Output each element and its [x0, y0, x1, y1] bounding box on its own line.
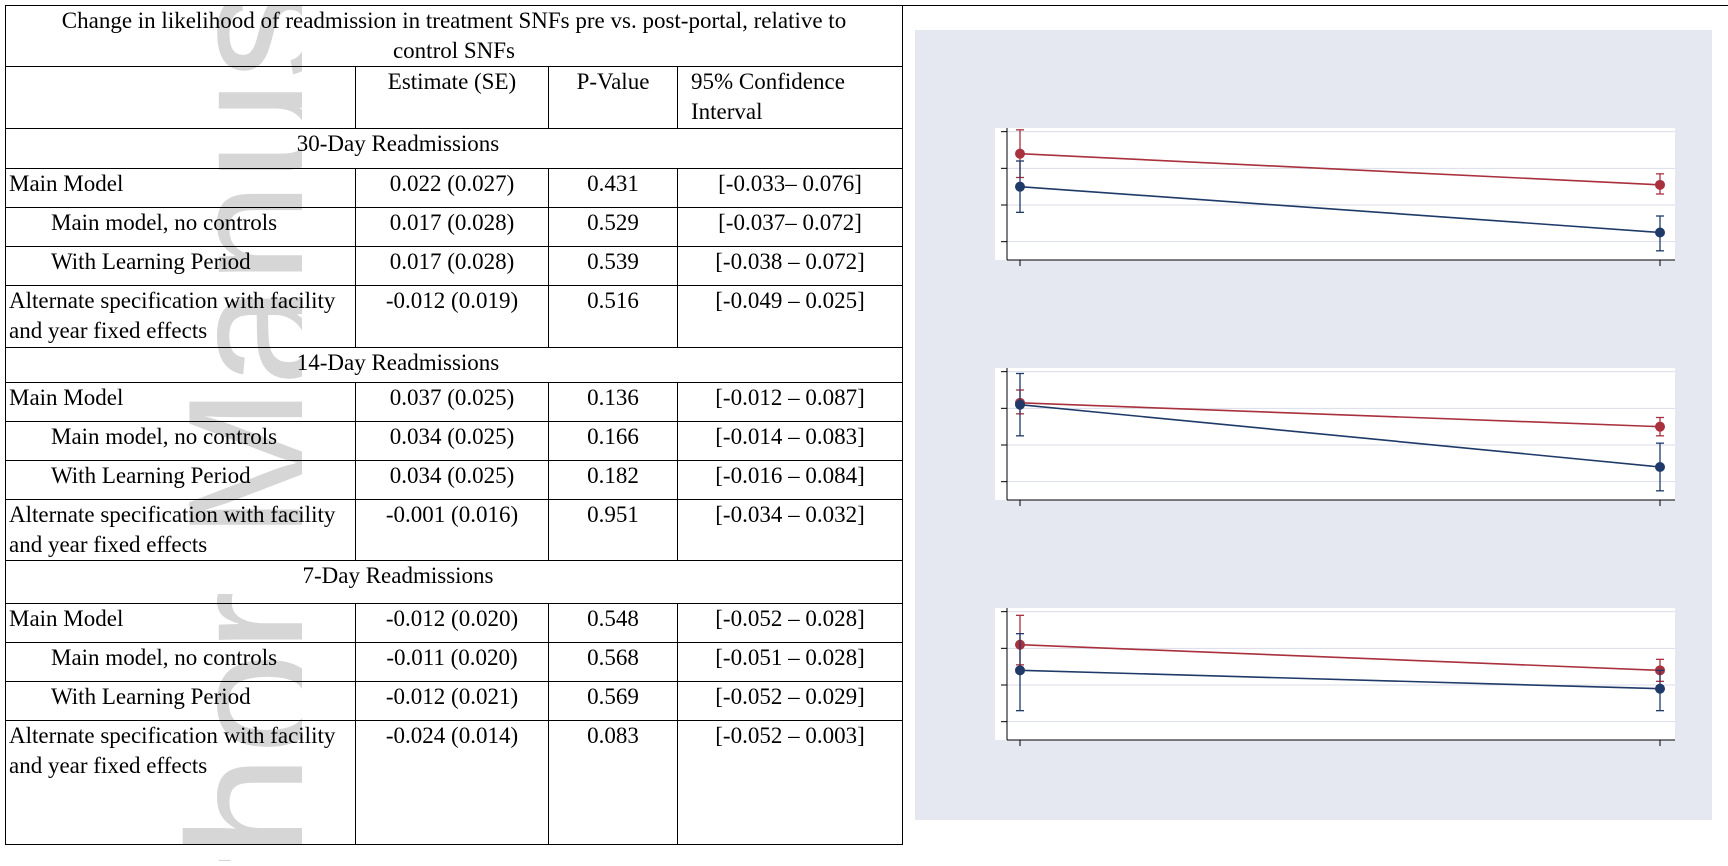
section-title: 30-Day Readmissions [5, 128, 903, 169]
row-label: Alternate specification with facility an… [5, 720, 356, 845]
data-point [1655, 421, 1665, 432]
data-point [1655, 462, 1665, 472]
row-label: Main model, no controls [5, 421, 356, 461]
row-label: With Learning Period [5, 681, 356, 721]
series-line [1019, 402, 1661, 428]
table-row: Main Model -0.012 (0.020) 0.548 [-0.052 … [5, 603, 903, 643]
row-p-value: 0.182 [548, 460, 678, 500]
data-point [1655, 683, 1665, 694]
row-label: Main model, no controls [5, 642, 356, 682]
row-estimate: 0.017 (0.028) [355, 246, 549, 286]
row-label: Main Model [5, 382, 356, 422]
table-row: Alternate specification with facility an… [5, 499, 903, 561]
row-ci: [-0.052 – 0.028] [677, 603, 903, 643]
row-ci: [-0.016 – 0.084] [677, 460, 903, 500]
header-empty-cell [5, 66, 356, 129]
table-row: With Learning Period 0.034 (0.025) 0.182… [5, 460, 903, 500]
row-p-value: 0.529 [548, 207, 678, 247]
table-row: Main model, no controls 0.034 (0.025) 0.… [5, 421, 903, 461]
section-title: 7-Day Readmissions [5, 560, 903, 604]
section-row: 14-Day Readmissions [5, 347, 903, 383]
header-ci: 95% Confidence Interval [677, 66, 903, 129]
data-point [1015, 148, 1025, 159]
row-p-value: 0.568 [548, 642, 678, 682]
data-point [1015, 181, 1025, 192]
row-p-value: 0.951 [548, 499, 678, 561]
row-ci: [-0.052 – 0.003] [677, 720, 903, 845]
row-ci: [-0.051 – 0.028] [677, 642, 903, 682]
row-label: Main Model [5, 168, 356, 208]
table-row: With Learning Period 0.017 (0.028) 0.539… [5, 246, 903, 286]
section-row: 30-Day Readmissions [5, 128, 903, 169]
row-label: Main Model [5, 603, 356, 643]
series-line [1019, 185, 1661, 234]
row-p-value: 0.516 [548, 285, 678, 348]
row-p-value: 0.569 [548, 681, 678, 721]
table-row: Main Model 0.022 (0.027) 0.431 [-0.033– … [5, 168, 903, 208]
row-estimate: -0.012 (0.021) [355, 681, 549, 721]
row-p-value: 0.166 [548, 421, 678, 461]
row-estimate: -0.024 (0.014) [355, 720, 549, 845]
row-estimate: 0.022 (0.027) [355, 168, 549, 208]
plot-area [995, 128, 1675, 260]
series-line [1019, 669, 1661, 690]
table-title: Change in likelihood of readmission in t… [5, 5, 903, 67]
row-p-value: 0.083 [548, 720, 678, 845]
header-p-value: P-Value [548, 66, 678, 129]
chart-panel-7-day [995, 608, 1675, 746]
row-ci: [-0.012 – 0.087] [677, 382, 903, 422]
table-header-row: Estimate (SE) P-Value 95% Confidence Int… [5, 66, 903, 129]
section-row: 7-Day Readmissions [5, 560, 903, 604]
table-row: Main Model 0.037 (0.025) 0.136 [-0.012 –… [5, 382, 903, 422]
section-title: 14-Day Readmissions [5, 347, 903, 383]
table-row: Alternate specification with facility an… [5, 285, 903, 348]
row-estimate: 0.017 (0.028) [355, 207, 549, 247]
table-row: With Learning Period -0.012 (0.021) 0.56… [5, 681, 903, 721]
row-estimate: 0.034 (0.025) [355, 460, 549, 500]
row-label: Alternate specification with facility an… [5, 285, 356, 348]
row-ci: [-0.014 – 0.083] [677, 421, 903, 461]
row-ci: [-0.038 – 0.072] [677, 246, 903, 286]
plot-area [995, 608, 1675, 740]
results-table: Change in likelihood of readmission in t… [5, 5, 903, 845]
row-estimate: -0.012 (0.019) [355, 285, 549, 348]
row-label: With Learning Period [5, 246, 356, 286]
table-title-row: Change in likelihood of readmission in t… [5, 5, 903, 67]
figure-frame [900, 5, 1728, 866]
row-label: With Learning Period [5, 460, 356, 500]
data-point [1015, 665, 1025, 676]
row-label: Alternate specification with facility an… [5, 499, 356, 561]
row-p-value: 0.136 [548, 382, 678, 422]
row-estimate: 0.034 (0.025) [355, 421, 549, 461]
row-estimate: 0.037 (0.025) [355, 382, 549, 422]
row-ci: [-0.037– 0.072] [677, 207, 903, 247]
header-estimate: Estimate (SE) [355, 66, 549, 129]
row-p-value: 0.548 [548, 603, 678, 643]
table-row: Main model, no controls -0.011 (0.020) 0… [5, 642, 903, 682]
plot-area [995, 368, 1675, 500]
row-p-value: 0.539 [548, 246, 678, 286]
row-estimate: -0.011 (0.020) [355, 642, 549, 682]
chart-panel-14-day [995, 368, 1675, 506]
row-label: Main model, no controls [5, 207, 356, 247]
row-estimate: -0.012 (0.020) [355, 603, 549, 643]
data-point [1655, 227, 1665, 238]
table-row: Main model, no controls 0.017 (0.028) 0.… [5, 207, 903, 247]
data-point [1015, 399, 1025, 410]
series-line [1019, 403, 1661, 468]
table-row: Alternate specification with facility an… [5, 720, 903, 845]
series-line [1019, 643, 1661, 672]
row-ci: [-0.052 – 0.029] [677, 681, 903, 721]
row-ci: [-0.034 – 0.032] [677, 499, 903, 561]
row-estimate: -0.001 (0.016) [355, 499, 549, 561]
row-ci: [-0.033– 0.076] [677, 168, 903, 208]
row-p-value: 0.431 [548, 168, 678, 208]
data-point [1655, 179, 1665, 190]
chart-panel-30-day [995, 128, 1675, 266]
row-ci: [-0.049 – 0.025] [677, 285, 903, 348]
series-line [1019, 152, 1661, 186]
